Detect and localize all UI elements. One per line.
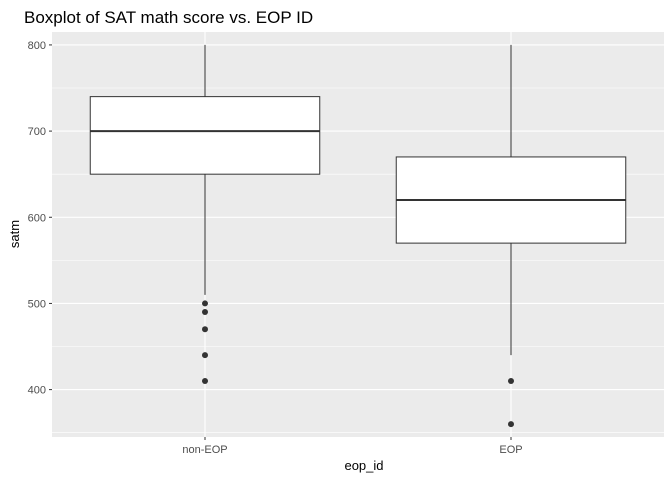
box [89, 96, 321, 175]
outlier-point [202, 300, 208, 307]
y-tick-label: 600 [28, 212, 46, 224]
y-axis-title: satm [7, 220, 22, 248]
x-tick-label: EOP [499, 444, 522, 456]
x-axis: non-EOP EOP [182, 437, 523, 456]
chart-title: Boxplot of SAT math score vs. EOP ID [24, 8, 313, 27]
x-tick-label: non-EOP [182, 444, 227, 456]
outlier-point [508, 377, 514, 384]
y-tick-label: 400 [28, 385, 46, 397]
box-group-non-eop [89, 44, 321, 384]
box-group-eop [395, 44, 627, 428]
outlier-point [202, 309, 208, 316]
y-tick-label: 500 [28, 298, 46, 310]
outlier-point [202, 377, 208, 384]
outlier-point [508, 421, 514, 428]
boxes [89, 44, 627, 428]
y-tick-label: 700 [28, 126, 46, 138]
y-tick-label: 800 [28, 40, 46, 52]
outlier-point [202, 352, 208, 359]
outlier-point [202, 326, 208, 333]
y-axis: 400 500 600 700 800 [28, 40, 52, 397]
x-axis-title: eop_id [344, 458, 383, 473]
